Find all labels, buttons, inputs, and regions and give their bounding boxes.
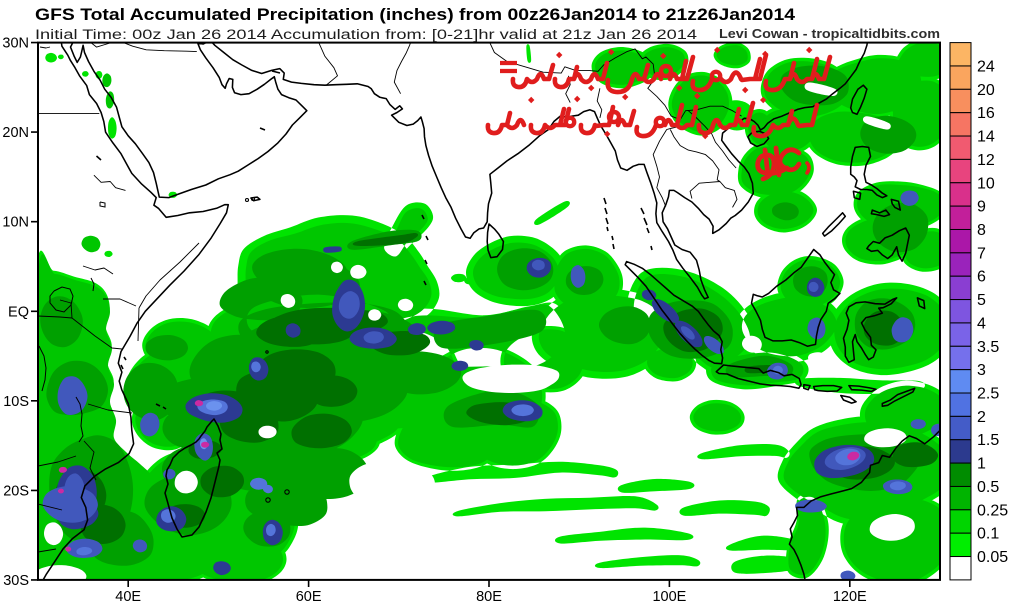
svg-text:2.5: 2.5	[977, 386, 999, 403]
svg-text:14: 14	[977, 129, 995, 146]
svg-text:100E: 100E	[652, 589, 686, 605]
svg-text:5: 5	[977, 292, 986, 309]
svg-text:30N: 30N	[2, 36, 29, 52]
svg-text:10S: 10S	[3, 394, 29, 410]
svg-text:12: 12	[977, 152, 995, 169]
svg-text:GFS Total Accumulated Precipit: GFS Total Accumulated Precipitation (inc…	[35, 6, 796, 24]
svg-text:6: 6	[977, 269, 986, 286]
svg-text:10N: 10N	[2, 215, 29, 231]
svg-text:8: 8	[977, 222, 986, 239]
svg-text:120E: 120E	[833, 589, 867, 605]
svg-text:60E: 60E	[296, 589, 322, 605]
svg-text:10: 10	[977, 175, 995, 192]
svg-text:0.1: 0.1	[977, 526, 999, 543]
svg-text:30S: 30S	[3, 573, 29, 589]
svg-text:0.05: 0.05	[977, 549, 1008, 566]
svg-text:Levi Cowan - tropicaltidbits.c: Levi Cowan - tropicaltidbits.com	[719, 27, 940, 41]
svg-text:40E: 40E	[115, 589, 141, 605]
svg-text:80E: 80E	[476, 589, 502, 605]
svg-text:20S: 20S	[3, 483, 29, 499]
svg-text:9: 9	[977, 199, 986, 216]
svg-text:0.5: 0.5	[977, 479, 999, 496]
svg-text:1: 1	[977, 456, 986, 473]
svg-text:7: 7	[977, 245, 986, 262]
svg-text:3.5: 3.5	[977, 339, 999, 356]
svg-text:1.5: 1.5	[977, 432, 999, 449]
svg-text:4: 4	[977, 315, 986, 332]
svg-text:20N: 20N	[2, 125, 29, 141]
svg-text:EQ: EQ	[8, 304, 29, 320]
svg-text:3: 3	[977, 362, 986, 379]
svg-text:0.25: 0.25	[977, 502, 1008, 519]
svg-text:16: 16	[977, 105, 995, 122]
svg-text:Initial Time: 00z Jan 26 2014: Initial Time: 00z Jan 26 2014 Accumulati…	[35, 27, 698, 42]
svg-text:2: 2	[977, 409, 986, 426]
svg-text:20: 20	[977, 82, 995, 99]
svg-text:24: 24	[977, 59, 995, 76]
